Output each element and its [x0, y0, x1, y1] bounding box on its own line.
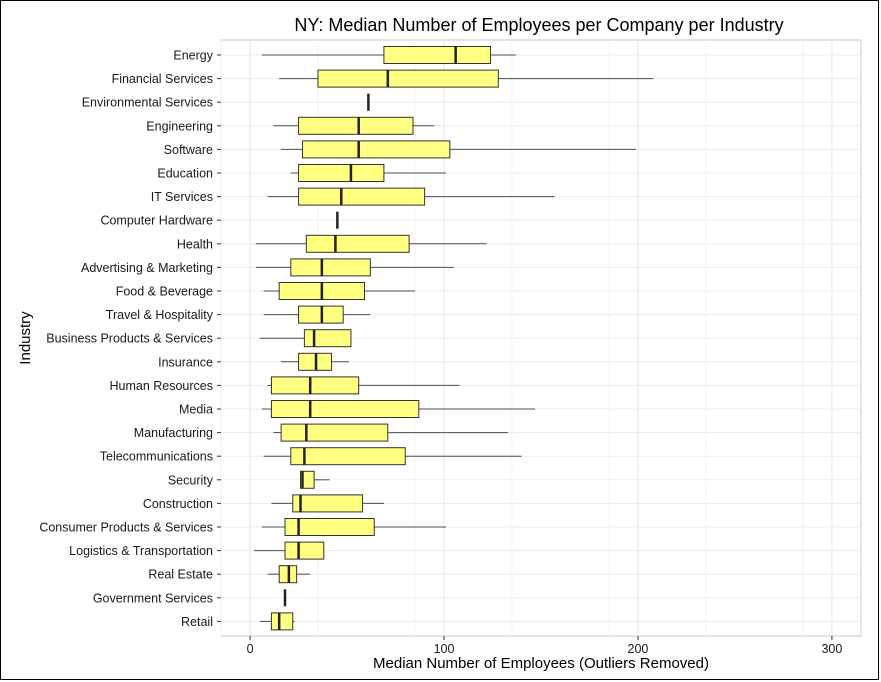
x-tick-label: 100 [434, 642, 455, 656]
x-tick-label: 300 [821, 642, 842, 656]
y-axis-title: Industry [17, 311, 34, 365]
y-tick-label: Insurance [158, 355, 213, 369]
plot-area: Energy Financial Services Environmental Se… [39, 39, 862, 656]
y-tick-label: Real Estate [148, 568, 213, 582]
y-tick-label: Education [157, 167, 213, 181]
box [383, 46, 492, 64]
y-tick-label: Construction [143, 497, 213, 511]
y-tick-label: Health [177, 237, 213, 251]
box [292, 494, 364, 513]
y-tick-label: Software [164, 143, 213, 157]
box [270, 612, 294, 631]
box [298, 116, 414, 135]
y-tick-label: IT Services [151, 190, 213, 204]
box [284, 541, 325, 560]
box [303, 329, 352, 348]
box [280, 423, 389, 442]
y-tick-label: Human Resources [109, 379, 213, 393]
y-tick-label: Computer Hardware [100, 214, 213, 228]
box [317, 69, 499, 88]
y-tick-label: Business Products & Services [46, 332, 213, 346]
box [300, 470, 315, 489]
box [270, 376, 360, 395]
y-tick-label: Environmental Services [82, 96, 213, 110]
box [298, 164, 385, 182]
x-tick-label: 200 [628, 642, 649, 656]
box [270, 400, 420, 418]
y-tick-label: Government Services [93, 591, 213, 605]
x-tick-label: 0 [247, 642, 254, 656]
box [298, 187, 426, 206]
box [284, 518, 375, 536]
y-tick-label: Energy [173, 49, 213, 63]
y-tick-label: Media [179, 403, 213, 417]
chart-title: NY: Median Number of Employees per Compa… [294, 15, 783, 35]
y-tick-label: Food & Beverage [116, 285, 213, 299]
y-tick-label: Logistics & Transportation [69, 544, 213, 558]
y-tick-label: Consumer Products & Services [39, 521, 213, 535]
y-tick-label: Telecommunications [100, 450, 213, 464]
x-axis-title: Median Number of Employees (Outliers Rem… [373, 655, 709, 672]
box [290, 258, 371, 277]
y-tick-label: Security [168, 473, 214, 487]
y-tick-label: Financial Services [112, 72, 213, 86]
y-tick-label: Engineering [146, 119, 213, 133]
y-tick-label: Retail [181, 615, 213, 629]
box [301, 140, 451, 159]
box [290, 447, 406, 466]
y-tick-label: Travel & Hospitality [106, 308, 214, 322]
y-tick-label: Advertising & Marketing [81, 261, 213, 275]
y-tick-label: Manufacturing [134, 426, 213, 440]
box [305, 234, 410, 253]
